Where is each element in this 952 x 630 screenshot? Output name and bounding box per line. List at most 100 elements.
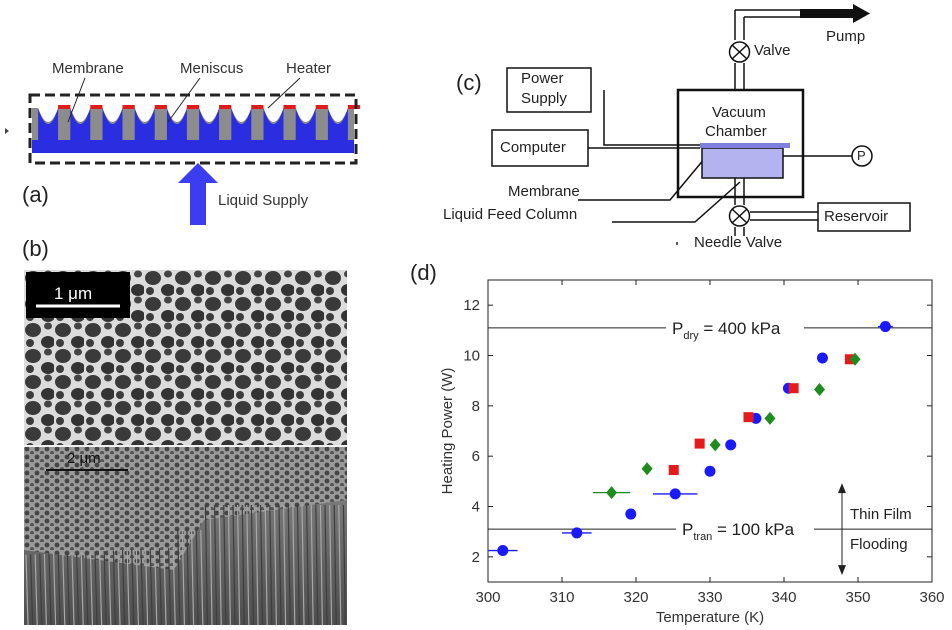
pump-arrow-shaft bbox=[800, 9, 855, 18]
pillar bbox=[260, 504, 264, 625]
pillar-lines bbox=[25, 504, 346, 625]
heater-strip bbox=[58, 105, 71, 109]
pillar bbox=[191, 529, 195, 625]
y-tick-label: 8 bbox=[472, 398, 480, 415]
pillar bbox=[48, 553, 52, 625]
pillar bbox=[223, 504, 227, 625]
feed-column-leader bbox=[612, 181, 741, 223]
data-point-circle bbox=[669, 488, 681, 500]
pillar bbox=[71, 552, 75, 625]
pillar bbox=[135, 549, 139, 625]
scale-label-bottom: 2 μm bbox=[67, 450, 101, 467]
data-point-circle bbox=[816, 352, 828, 364]
pillar bbox=[172, 547, 176, 625]
x-tick-label: 350 bbox=[845, 589, 870, 606]
label-power: Power bbox=[521, 70, 564, 87]
pillar bbox=[310, 504, 314, 625]
pillar bbox=[140, 549, 144, 625]
liquid-layer bbox=[32, 140, 354, 153]
liquid-cell bbox=[701, 147, 784, 179]
meniscus-cap bbox=[327, 108, 348, 122]
data-point-circle bbox=[879, 321, 891, 333]
pillar bbox=[131, 549, 135, 625]
pump-arrow-head bbox=[853, 4, 870, 23]
data-point-square bbox=[788, 383, 799, 394]
heater-strip bbox=[251, 105, 264, 109]
label-pressure: P bbox=[857, 148, 866, 163]
pillar bbox=[126, 549, 130, 625]
label-pump: Pump bbox=[826, 28, 866, 45]
sem-tilted-surface bbox=[24, 447, 347, 570]
pillar bbox=[338, 504, 342, 625]
pillar bbox=[273, 504, 277, 625]
pillar bbox=[158, 548, 162, 625]
pillar bbox=[319, 504, 323, 625]
label-needle-valve: Needle Valve bbox=[694, 234, 783, 251]
data-point-circle bbox=[625, 508, 637, 520]
liquid-arrow-shaft bbox=[190, 182, 206, 225]
pillar bbox=[329, 504, 333, 625]
pillar bbox=[306, 504, 310, 625]
needle-valve-x2 bbox=[731, 208, 748, 224]
panel-a: Membrane Meniscus Heater Liquid Supply (… bbox=[0, 0, 370, 225]
pillar bbox=[34, 554, 38, 625]
pillar bbox=[315, 504, 319, 625]
pillar bbox=[200, 529, 204, 625]
left-marker bbox=[5, 128, 9, 134]
pillar bbox=[163, 547, 167, 625]
pillar bbox=[227, 504, 231, 625]
pillar bbox=[145, 548, 149, 625]
label-membrane-c: Membrane bbox=[508, 183, 580, 200]
pillar bbox=[246, 504, 250, 625]
dashed-boundary bbox=[28, 93, 358, 165]
pillar bbox=[103, 550, 107, 625]
y-tick-label: 10 bbox=[463, 348, 480, 365]
power-line bbox=[603, 90, 700, 146]
label-supply: Supply bbox=[521, 90, 567, 107]
pillar bbox=[154, 548, 158, 625]
regime-arrow-up bbox=[838, 483, 846, 494]
pillar bbox=[287, 504, 291, 625]
heating-power-chart: 300 310 320 330 340 350 360 2 4 6 8 10 12 Temperature… bbox=[439, 279, 945, 626]
pillar bbox=[94, 551, 98, 625]
y-tick-label: 2 bbox=[472, 549, 480, 566]
membrane-strip bbox=[700, 143, 790, 148]
pillar bbox=[177, 529, 181, 625]
y-tick-label: 6 bbox=[472, 448, 480, 465]
meniscus-cap bbox=[263, 108, 284, 122]
liquid-arrow-head bbox=[178, 163, 218, 183]
data-point-diamond bbox=[641, 462, 653, 476]
data-point-circle bbox=[497, 545, 509, 557]
pillar bbox=[76, 552, 80, 625]
data-point-diamond bbox=[606, 486, 618, 500]
pillar bbox=[53, 553, 57, 625]
pillar bbox=[283, 504, 287, 625]
panel-c: (c) Pump Valve Power Supply Vacuum Chamb… bbox=[400, 0, 952, 260]
x-tick-label: 330 bbox=[697, 589, 722, 606]
data-point-square bbox=[743, 412, 754, 423]
pillar bbox=[278, 504, 282, 625]
scale-box bbox=[26, 272, 130, 318]
membrane-leader-c bbox=[578, 157, 706, 201]
pillar bbox=[342, 504, 346, 625]
p-tran-label: Ptran = 100 kPa bbox=[682, 520, 795, 543]
label-computer: Computer bbox=[500, 139, 566, 156]
pillar bbox=[250, 504, 254, 625]
pillar bbox=[168, 547, 172, 625]
meniscus-cap bbox=[166, 108, 187, 122]
membrane-schematic bbox=[5, 77, 361, 225]
reservoir-box bbox=[817, 202, 911, 232]
heater-strip bbox=[90, 105, 103, 109]
pillar bbox=[186, 529, 190, 625]
pillar bbox=[112, 550, 116, 625]
pillar bbox=[85, 551, 89, 625]
valve-circle bbox=[728, 41, 751, 63]
meniscus-cap bbox=[199, 108, 220, 122]
label-membrane: Membrane bbox=[52, 60, 124, 77]
pillar bbox=[232, 504, 236, 625]
label-meniscus: Meniscus bbox=[180, 60, 244, 77]
axes: 300 310 320 330 340 350 360 2 4 6 8 10 12 Temperature… bbox=[439, 279, 945, 626]
panel-b-letter: (b) bbox=[22, 236, 49, 261]
y-tick-label: 4 bbox=[472, 499, 480, 516]
meniscus-cap bbox=[38, 108, 59, 122]
